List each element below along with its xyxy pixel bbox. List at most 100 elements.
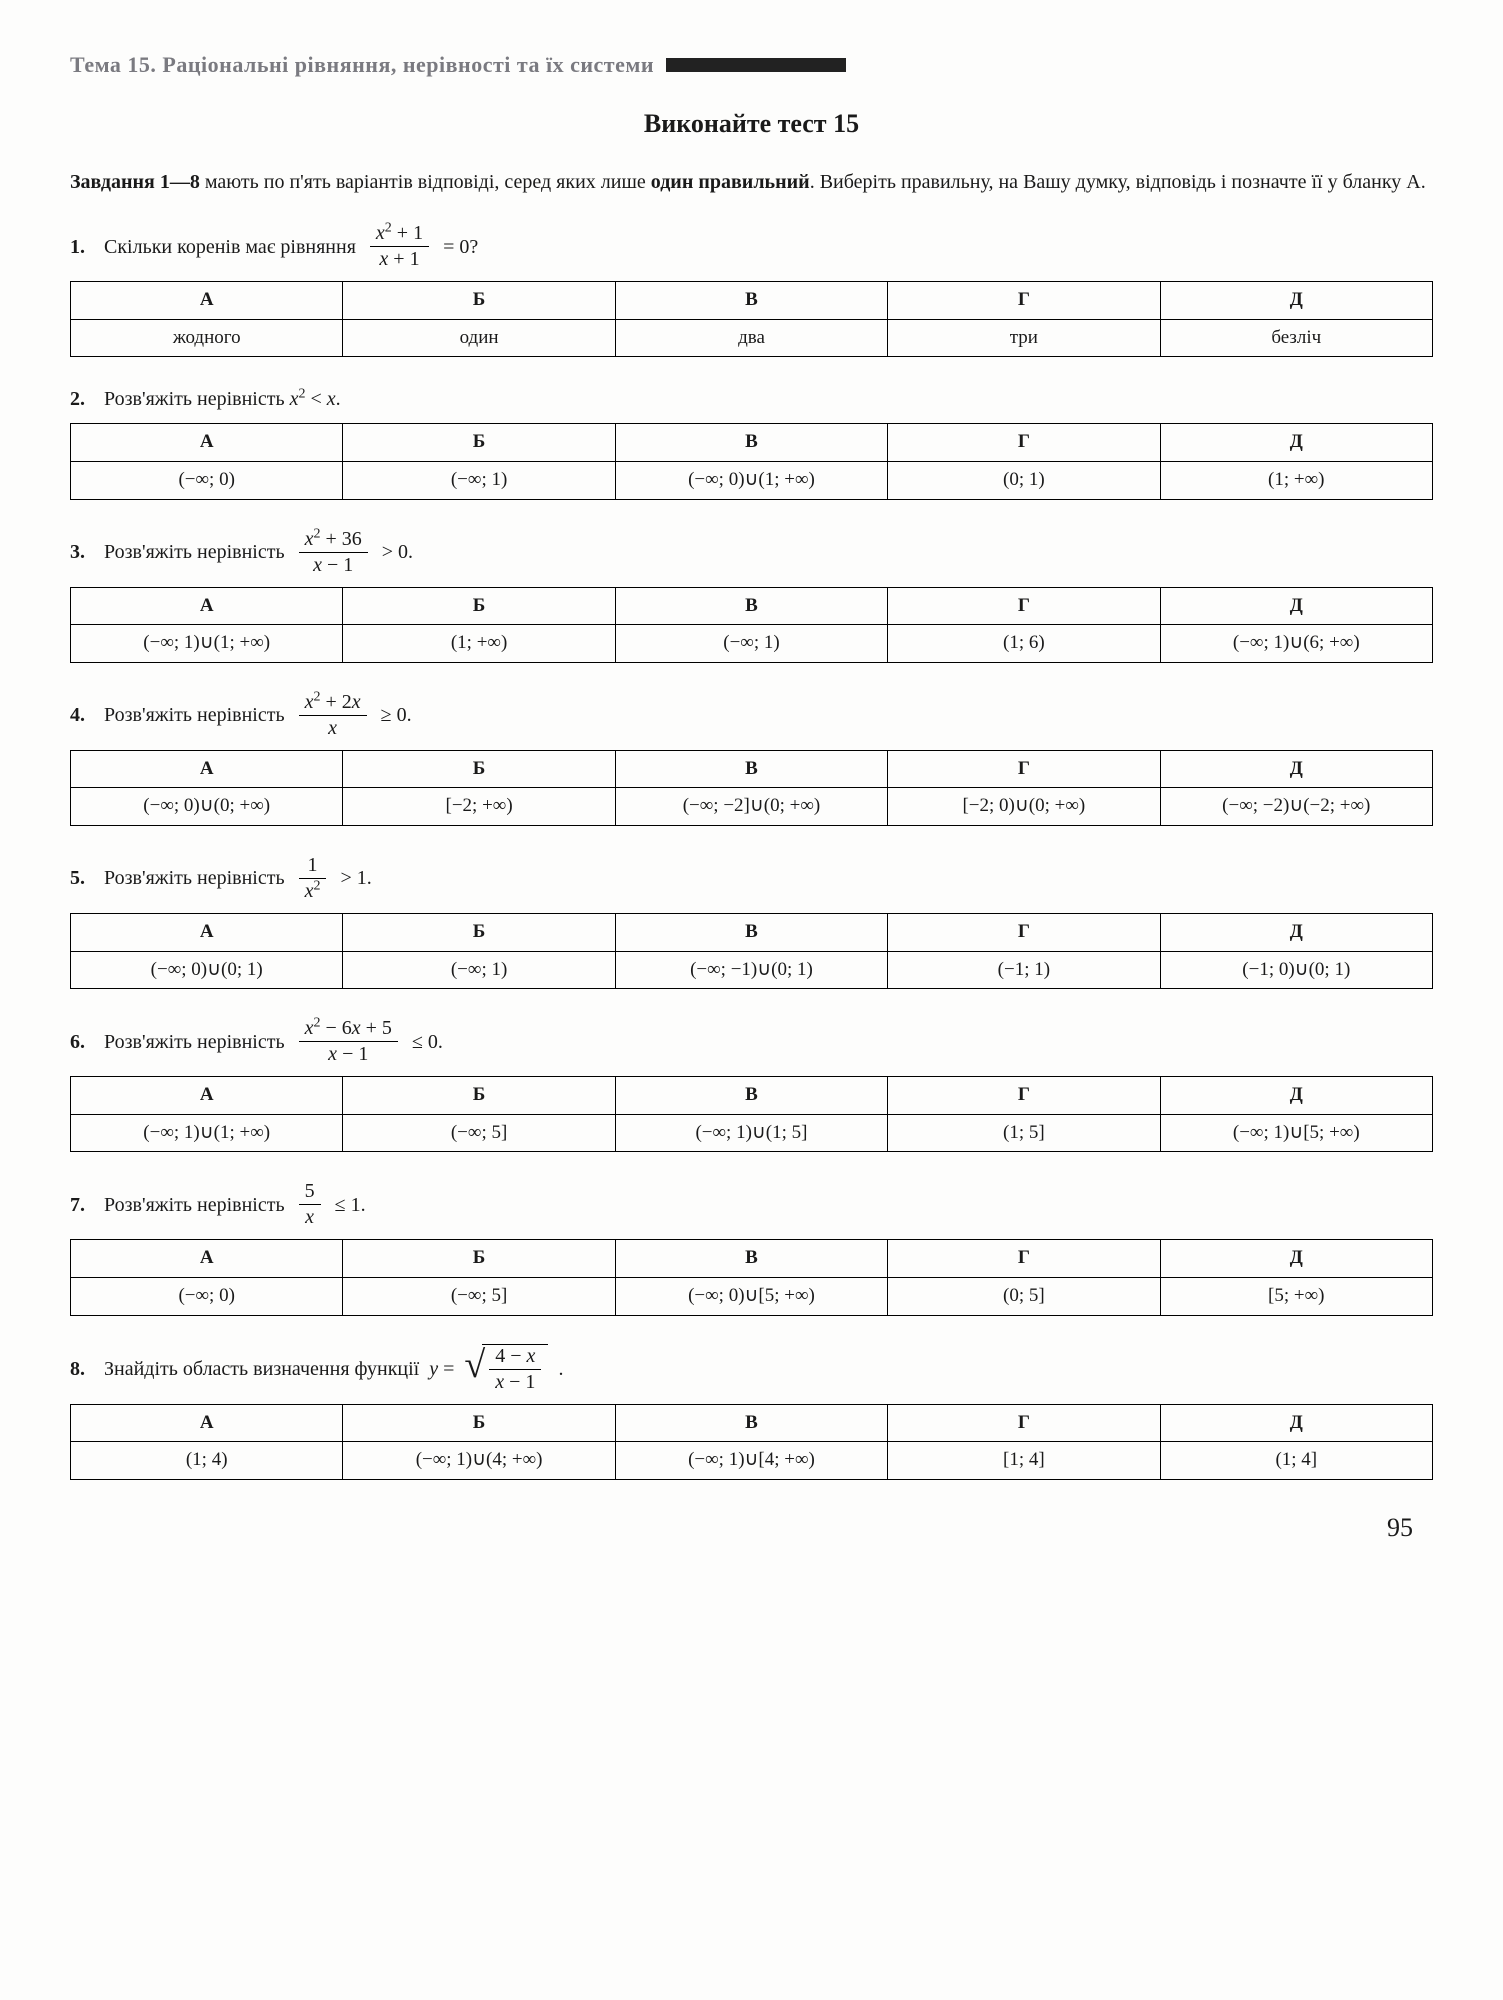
q4-fraction: x2 + 2x x xyxy=(299,691,367,740)
q8-y-equals: y = xyxy=(429,1355,454,1383)
topic-text: Тема 15. Раціональні рівняння, нерівност… xyxy=(70,50,654,81)
col-v: В xyxy=(615,913,887,951)
col-g: Г xyxy=(888,587,1160,625)
q3-ans-g[interactable]: (1; 6) xyxy=(888,625,1160,663)
q5-frac-den: x2 xyxy=(299,879,327,903)
q7-number: 7. xyxy=(70,1191,94,1219)
instructions: Завдання 1—8 мають по п'ять варіантів ві… xyxy=(70,167,1433,197)
q3-fraction: x2 + 36 x − 1 xyxy=(299,528,368,577)
q6-number: 6. xyxy=(70,1028,94,1056)
q6-frac-num: x2 − 6x + 5 xyxy=(299,1017,398,1042)
q4-ans-a[interactable]: (−∞; 0)∪(0; +∞) xyxy=(71,788,343,826)
q7-ans-b[interactable]: (−∞; 5] xyxy=(343,1277,615,1315)
q6-ans-b[interactable]: (−∞; 5] xyxy=(343,1114,615,1152)
col-v: В xyxy=(615,1404,887,1442)
q7-text-before: Розв'яжіть нерівність xyxy=(104,1191,285,1219)
q2-ans-v[interactable]: (−∞; 0)∪(1; +∞) xyxy=(615,461,887,499)
q7-ans-v[interactable]: (−∞; 0)∪[5; +∞) xyxy=(615,1277,887,1315)
q5-ans-a[interactable]: (−∞; 0)∪(0; 1) xyxy=(71,951,343,989)
col-g: Г xyxy=(888,1240,1160,1278)
col-a: А xyxy=(71,750,343,788)
q5-ans-d[interactable]: (−1; 0)∪(0; 1) xyxy=(1160,951,1432,989)
col-d: Д xyxy=(1160,1077,1432,1115)
q1-ans-d[interactable]: безліч xyxy=(1160,319,1432,357)
q6-ans-a[interactable]: (−∞; 1)∪(1; +∞) xyxy=(71,1114,343,1152)
q5-answers-table: А Б В Г Д (−∞; 0)∪(0; 1) (−∞; 1) (−∞; −1… xyxy=(70,913,1433,989)
col-b: Б xyxy=(343,282,615,320)
question-3: 3. Розв'яжіть нерівність x2 + 36 x − 1 >… xyxy=(70,528,1433,663)
col-b: Б xyxy=(343,1404,615,1442)
col-v: В xyxy=(615,1077,887,1115)
q8-ans-d[interactable]: (1; 4] xyxy=(1160,1442,1432,1480)
question-7: 7. Розв'яжіть нерівність 5 x ≤ 1. А Б В … xyxy=(70,1180,1433,1315)
q8-ans-a[interactable]: (1; 4) xyxy=(71,1442,343,1480)
q2-ans-a[interactable]: (−∞; 0) xyxy=(71,461,343,499)
q4-ans-d[interactable]: (−∞; −2)∪(−2; +∞) xyxy=(1160,788,1432,826)
col-d: Д xyxy=(1160,1404,1432,1442)
q2-text: Розв'яжіть нерівність x2 < x. xyxy=(104,385,341,413)
q2-ans-g[interactable]: (0; 1) xyxy=(888,461,1160,499)
col-g: Г xyxy=(888,1404,1160,1442)
instructions-range: Завдання 1—8 xyxy=(70,171,205,193)
instructions-bold: один правильний xyxy=(651,171,810,193)
q3-number: 3. xyxy=(70,538,94,566)
q3-ans-b[interactable]: (1; +∞) xyxy=(343,625,615,663)
q2-ans-d[interactable]: (1; +∞) xyxy=(1160,461,1432,499)
q4-text-after: ≥ 0. xyxy=(381,701,412,729)
q5-ans-v[interactable]: (−∞; −1)∪(0; 1) xyxy=(615,951,887,989)
q1-number: 1. xyxy=(70,233,94,261)
instructions-text-1: мають по п'ять варіантів відповіді, сере… xyxy=(205,171,651,193)
question-1: 1. Скільки коренів має рівняння x2 + 1 x… xyxy=(70,222,1433,357)
col-g: Г xyxy=(888,282,1160,320)
q1-ans-a[interactable]: жодного xyxy=(71,319,343,357)
col-d: Д xyxy=(1160,913,1432,951)
question-2: 2. Розв'яжіть нерівність x2 < x. А Б В Г… xyxy=(70,385,1433,499)
col-v: В xyxy=(615,587,887,625)
q2-number: 2. xyxy=(70,385,94,413)
q4-ans-b[interactable]: [−2; +∞) xyxy=(343,788,615,826)
q3-ans-v[interactable]: (−∞; 1) xyxy=(615,625,887,663)
q3-frac-den: x − 1 xyxy=(299,553,368,577)
q7-frac-num: 5 xyxy=(299,1180,321,1205)
col-g: Г xyxy=(888,1077,1160,1115)
q4-frac-num: x2 + 2x xyxy=(299,691,367,716)
q5-text-before: Розв'яжіть нерівність xyxy=(104,864,285,892)
q8-ans-g[interactable]: [1; 4] xyxy=(888,1442,1160,1480)
q7-frac-den: x xyxy=(299,1205,321,1229)
q8-ans-v[interactable]: (−∞; 1)∪[4; +∞) xyxy=(615,1442,887,1480)
q1-ans-g[interactable]: три xyxy=(888,319,1160,357)
col-a: А xyxy=(71,1404,343,1442)
q3-text-after: > 0. xyxy=(382,538,413,566)
q3-text-before: Розв'яжіть нерівність xyxy=(104,538,285,566)
q6-ans-v[interactable]: (−∞; 1)∪(1; 5] xyxy=(615,1114,887,1152)
q3-ans-d[interactable]: (−∞; 1)∪(6; +∞) xyxy=(1160,625,1432,663)
q8-text-after: . xyxy=(558,1355,563,1383)
q5-ans-b[interactable]: (−∞; 1) xyxy=(343,951,615,989)
q7-ans-d[interactable]: [5; +∞) xyxy=(1160,1277,1432,1315)
page-number: 95 xyxy=(70,1510,1433,1546)
q3-ans-a[interactable]: (−∞; 1)∪(1; +∞) xyxy=(71,625,343,663)
q1-fraction: x2 + 1 x + 1 xyxy=(370,222,429,271)
col-b: Б xyxy=(343,587,615,625)
q1-ans-b[interactable]: один xyxy=(343,319,615,357)
q4-frac-den: x xyxy=(299,716,367,740)
q2-ans-b[interactable]: (−∞; 1) xyxy=(343,461,615,499)
q2-answers-table: А Б В Г Д (−∞; 0) (−∞; 1) (−∞; 0)∪(1; +∞… xyxy=(70,423,1433,499)
q1-ans-v[interactable]: два xyxy=(615,319,887,357)
col-d: Д xyxy=(1160,587,1432,625)
q4-ans-g[interactable]: [−2; 0)∪(0; +∞) xyxy=(888,788,1160,826)
q8-text-before: Знайдіть область визначення функції xyxy=(104,1355,419,1383)
q8-ans-b[interactable]: (−∞; 1)∪(4; +∞) xyxy=(343,1442,615,1480)
col-b: Б xyxy=(343,750,615,788)
q7-ans-g[interactable]: (0; 5] xyxy=(888,1277,1160,1315)
q5-ans-g[interactable]: (−1; 1) xyxy=(888,951,1160,989)
test-title: Виконайте тест 15 xyxy=(70,106,1433,142)
q4-ans-v[interactable]: (−∞; −2]∪(0; +∞) xyxy=(615,788,887,826)
question-4: 4. Розв'яжіть нерівність x2 + 2x x ≥ 0. … xyxy=(70,691,1433,826)
q6-ans-d[interactable]: (−∞; 1)∪[5; +∞) xyxy=(1160,1114,1432,1152)
col-a: А xyxy=(71,1077,343,1115)
q6-ans-g[interactable]: (1; 5] xyxy=(888,1114,1160,1152)
q5-fraction: 1 x2 xyxy=(299,854,327,903)
q7-ans-a[interactable]: (−∞; 0) xyxy=(71,1277,343,1315)
q6-answers-table: А Б В Г Д (−∞; 1)∪(1; +∞) (−∞; 5] (−∞; 1… xyxy=(70,1076,1433,1152)
